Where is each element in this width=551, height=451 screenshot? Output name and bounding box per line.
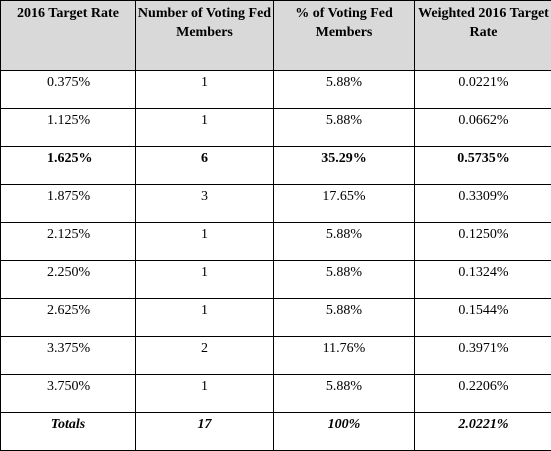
cell-weighted-rate: 0.1324%	[415, 261, 551, 299]
totals-label: Totals	[1, 413, 136, 451]
cell-weighted-rate: 0.3971%	[415, 337, 551, 375]
cell-target-rate: 3.375%	[1, 337, 136, 375]
cell-member-count: 1	[136, 109, 274, 147]
cell-weighted-rate: 0.3309%	[415, 185, 551, 223]
cell-member-percent: 11.76%	[274, 337, 415, 375]
cell-member-percent: 17.65%	[274, 185, 415, 223]
cell-target-rate: 3.750%	[1, 375, 136, 413]
header-weighted-rate: Weighted 2016 Target Rate	[415, 1, 551, 71]
header-member-count: Number of Voting Fed Members	[136, 1, 274, 71]
cell-member-count: 3	[136, 185, 274, 223]
cell-target-rate: 2.625%	[1, 299, 136, 337]
cell-member-count: 2	[136, 337, 274, 375]
cell-target-rate: 1.625%	[1, 147, 136, 185]
cell-target-rate: 0.375%	[1, 71, 136, 109]
cell-member-count: 1	[136, 375, 274, 413]
cell-member-percent: 5.88%	[274, 223, 415, 261]
cell-weighted-rate: 0.1544%	[415, 299, 551, 337]
cell-member-percent: 5.88%	[274, 109, 415, 147]
cell-member-percent: 5.88%	[274, 261, 415, 299]
cell-weighted-rate: 0.5735%	[415, 147, 551, 185]
totals-row: Totals 17 100% 2.0221%	[1, 413, 551, 451]
totals-percent: 100%	[274, 413, 415, 451]
cell-target-rate: 2.250%	[1, 261, 136, 299]
cell-member-percent: 5.88%	[274, 71, 415, 109]
cell-target-rate: 1.875%	[1, 185, 136, 223]
cell-weighted-rate: 0.0221%	[415, 71, 551, 109]
cell-target-rate: 1.125%	[1, 109, 136, 147]
cell-member-percent: 35.29%	[274, 147, 415, 185]
totals-weighted: 2.0221%	[415, 413, 551, 451]
cell-weighted-rate: 0.0662%	[415, 109, 551, 147]
cell-member-count: 1	[136, 261, 274, 299]
totals-count: 17	[136, 413, 274, 451]
cell-member-percent: 5.88%	[274, 299, 415, 337]
cell-member-count: 6	[136, 147, 274, 185]
cell-weighted-rate: 0.2206%	[415, 375, 551, 413]
cell-target-rate: 2.125%	[1, 223, 136, 261]
cell-member-count: 1	[136, 223, 274, 261]
header-target-rate: 2016 Target Rate	[1, 1, 136, 71]
header-member-percent: % of Voting Fed Members	[274, 1, 415, 71]
cell-member-count: 1	[136, 299, 274, 337]
cell-member-percent: 5.88%	[274, 375, 415, 413]
cell-member-count: 1	[136, 71, 274, 109]
header-row: 2016 Target Rate Number of Voting Fed Me…	[1, 1, 551, 71]
cell-weighted-rate: 0.1250%	[415, 223, 551, 261]
